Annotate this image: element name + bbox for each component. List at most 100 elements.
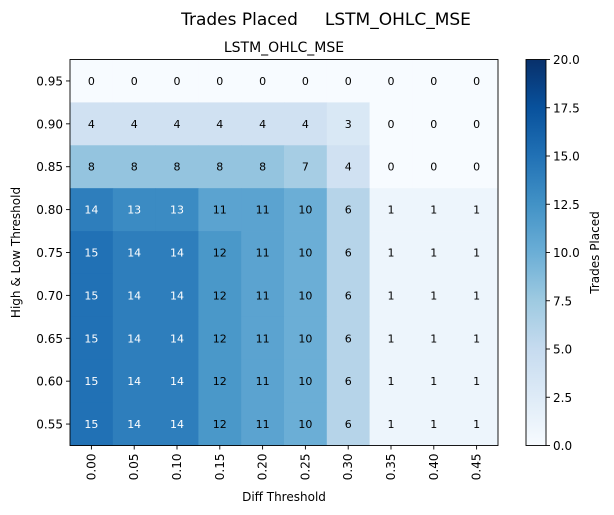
- heatmap-cell: [369, 231, 413, 275]
- heatmap-cell: [455, 402, 499, 446]
- x-tick-label: 0.35: [384, 454, 398, 481]
- heatmap-cell: [155, 316, 199, 361]
- cell-value-label: 10: [298, 204, 312, 217]
- heatmap-cell: [326, 273, 370, 318]
- heatmap-cell: [326, 316, 370, 361]
- heatmap-cell: [112, 188, 156, 232]
- y-tick-label: 0.80: [36, 203, 63, 217]
- colorbar-tick-label: 0.0: [553, 439, 572, 453]
- cell-value-label: 6: [345, 247, 352, 260]
- cell-value-label: 14: [127, 247, 141, 260]
- x-tick-label: 0.40: [427, 454, 441, 481]
- cell-value-label: 0: [473, 118, 480, 131]
- cell-value-label: 4: [216, 118, 223, 131]
- cell-value-label: 4: [302, 118, 309, 131]
- heatmap-cell: [284, 273, 328, 318]
- cell-value-label: 8: [131, 161, 138, 174]
- heatmap-cell: [284, 231, 328, 275]
- cell-value-label: 11: [256, 204, 270, 217]
- x-tick-label: 0.15: [213, 454, 227, 481]
- y-tick-label: 0.55: [36, 418, 63, 432]
- cell-value-label: 0: [430, 161, 437, 174]
- cell-value-label: 14: [127, 375, 141, 388]
- heatmap-cell: [241, 359, 285, 404]
- cell-value-label: 12: [213, 332, 227, 345]
- heatmap-cell: [112, 273, 156, 318]
- y-tick-label: 0.85: [36, 160, 63, 174]
- cell-value-label: 15: [84, 375, 98, 388]
- heatmap-cell: [369, 102, 413, 146]
- cell-value-label: 4: [174, 118, 181, 131]
- heatmap-cell: [241, 231, 285, 275]
- cell-value-label: 1: [430, 375, 437, 388]
- x-tick-label: 0.20: [256, 454, 270, 481]
- heatmap-cell: [326, 359, 370, 404]
- heatmap-cell: [412, 188, 456, 232]
- heatmap-cell: [70, 402, 114, 446]
- colorbar: [525, 59, 547, 446]
- y-tick-label: 0.65: [36, 332, 63, 346]
- heatmap-cell: [455, 359, 499, 404]
- cell-value-label: 0: [388, 161, 395, 174]
- x-tick-label: 0.45: [470, 454, 484, 481]
- cell-value-label: 14: [84, 204, 98, 217]
- heatmap-cell: [326, 59, 370, 103]
- cell-value-label: 0: [388, 118, 395, 131]
- heatmap-cell: [198, 402, 242, 446]
- heatmap-cell: [326, 145, 370, 189]
- heatmap-cell: [112, 59, 156, 103]
- heatmap-cell: [326, 188, 370, 232]
- heatmap-cell: [112, 231, 156, 275]
- heatmap-cell: [198, 59, 242, 103]
- cell-value-label: 0: [473, 75, 480, 88]
- cell-value-label: 1: [473, 247, 480, 260]
- heatmap-cell: [198, 316, 242, 361]
- heatmap-cell: [112, 145, 156, 189]
- heatmap-cell: [369, 359, 413, 404]
- heatmap-cell: [70, 145, 114, 189]
- cell-value-label: 10: [298, 247, 312, 260]
- cell-value-label: 10: [298, 375, 312, 388]
- heatmap-cell: [70, 102, 114, 146]
- cell-value-label: 0: [216, 75, 223, 88]
- heatmap-cell: [198, 273, 242, 318]
- y-tick-label: 0.95: [36, 74, 63, 88]
- heatmap-cell: [412, 102, 456, 146]
- heatmap-cell: [155, 59, 199, 103]
- heatmap-cell: [70, 273, 114, 318]
- x-axis-ticks: 0.00 0.05 0.10 0.15 0.20 0.25 0.30 0.35 0.40 0.45: [84, 445, 484, 481]
- cell-value-label: 12: [213, 247, 227, 260]
- heatmap-cell: [369, 188, 413, 232]
- heatmap-cell: [412, 59, 456, 103]
- heatmap-cell: [241, 145, 285, 189]
- cell-value-label: 11: [213, 204, 227, 217]
- x-tick-label: 0.00: [84, 454, 98, 481]
- heatmap-cell: [326, 231, 370, 275]
- heatmap-cell: [241, 402, 285, 446]
- cell-value-label: 0: [430, 75, 437, 88]
- heatmap-cell: [284, 59, 328, 103]
- cell-value-label: 14: [170, 418, 184, 431]
- colorbar-ticks: 0.0 2.5 5.0 7.5 10.0 12.5 15.0 17.5 20.0: [546, 53, 580, 453]
- heatmap-cell: [241, 273, 285, 318]
- cell-value-label: 13: [127, 204, 141, 217]
- cell-value-label: 14: [170, 247, 184, 260]
- heatmap-cell: [198, 188, 242, 232]
- cell-value-label: 12: [213, 418, 227, 431]
- colorbar-tick-label: 15.0: [553, 150, 580, 164]
- heatmap-cell: [70, 359, 114, 404]
- cell-value-label: 6: [345, 375, 352, 388]
- cell-value-label: 1: [388, 247, 395, 260]
- cell-value-label: 10: [298, 418, 312, 431]
- heatmap-cell: [155, 273, 199, 318]
- heatmap-cell: [241, 188, 285, 232]
- cell-value-label: 0: [473, 161, 480, 174]
- heatmap-cell: [369, 145, 413, 189]
- cell-value-label: 0: [174, 75, 181, 88]
- heatmap-cell: [241, 102, 285, 146]
- cell-value-label: 1: [430, 247, 437, 260]
- cell-value-label: 6: [345, 418, 352, 431]
- heatmap-cell: [369, 59, 413, 103]
- cell-value-label: 12: [213, 289, 227, 302]
- cell-value-label: 1: [388, 289, 395, 302]
